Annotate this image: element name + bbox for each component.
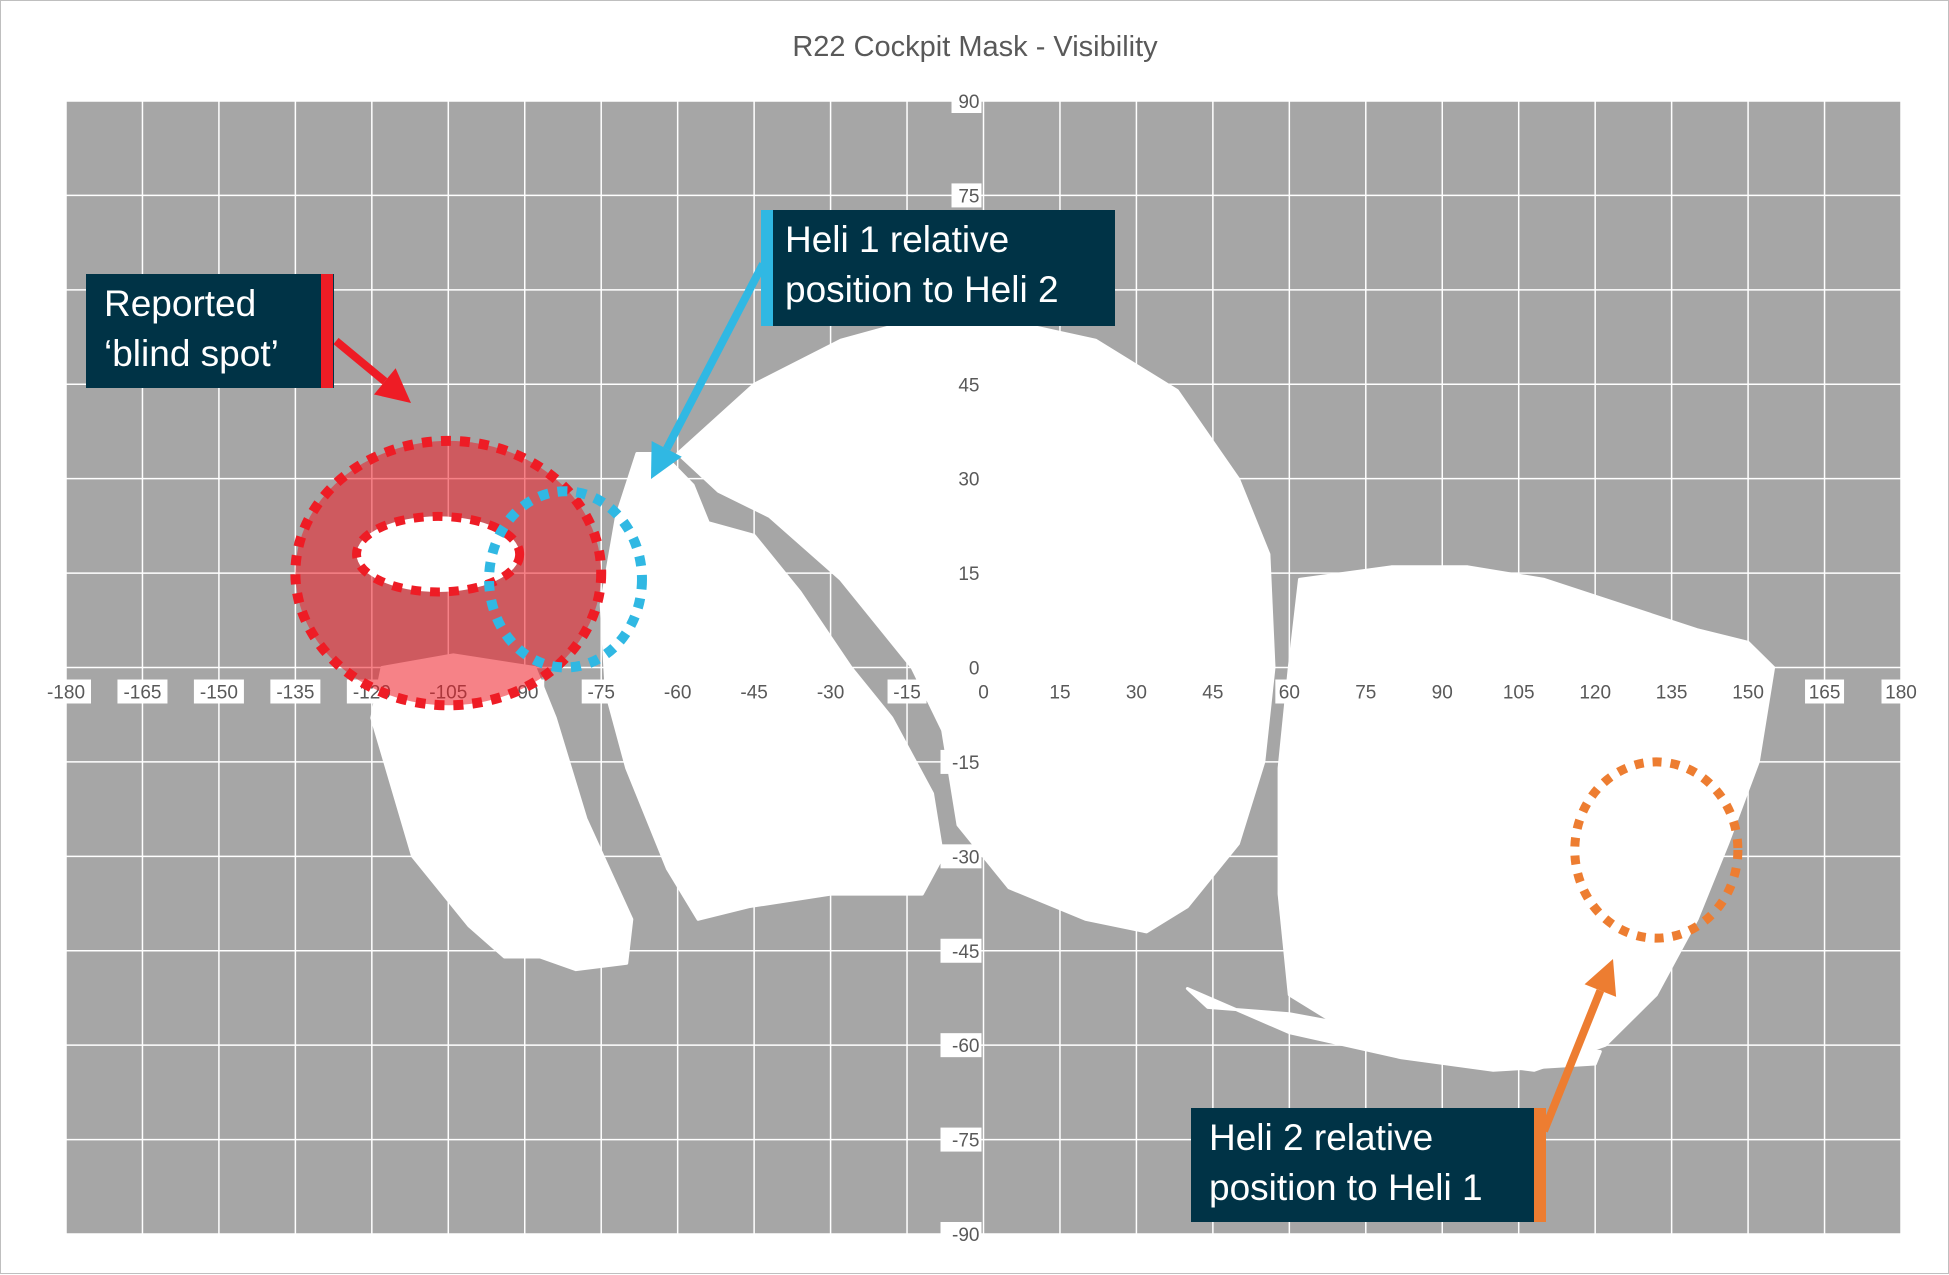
x-tick-label: 165: [1809, 683, 1841, 704]
x-tick-label: 135: [1656, 683, 1688, 704]
x-tick-label: -150: [200, 683, 238, 704]
callouts: Reported ‘blind spot’ Heli 1 relative posit…: [86, 210, 1617, 1222]
visible-region-front-windshield-right: [1277, 565, 1776, 1072]
x-tick-label: -15: [893, 683, 920, 704]
x-tick-label-bg: [1275, 679, 1304, 704]
heli2-callout-text-line: Heli 2 relative: [1209, 1117, 1433, 1158]
x-tick-label-bg: [1198, 679, 1227, 704]
heli1-arrow-head: [651, 440, 682, 479]
y-tick-label-bg: [951, 89, 982, 113]
y-tick-label: 45: [958, 375, 979, 396]
blind-spot-callout-text-line: ‘blind spot’: [104, 333, 279, 374]
y-tick-label: 15: [958, 564, 979, 585]
blind-spot-callout-accent-bar: [321, 274, 333, 388]
x-tick-label-bg: [811, 679, 851, 704]
x-tick-label-bg: [117, 679, 168, 704]
x-tick-label-bg: [1652, 679, 1692, 704]
x-tick-label-bg: [887, 679, 927, 704]
x-tick-label: 150: [1732, 683, 1764, 704]
heli1-callout-accent-bar: [761, 210, 773, 326]
x-tick-label-bg: [734, 679, 774, 704]
x-tick-label: 30: [1126, 683, 1147, 704]
heli1-position-circle: [484, 486, 647, 673]
heli1-callout-text-line: Heli 1 relative: [785, 219, 1009, 260]
x-tick-label: 15: [1049, 683, 1070, 704]
heli2-callout-box: [1191, 1108, 1546, 1222]
x-tick-label: -60: [664, 683, 691, 704]
y-tick-label-bg: [940, 749, 982, 774]
blind-spot-callout-text-line: Reported: [104, 283, 256, 324]
y-tick-label: 30: [958, 470, 979, 491]
x-tick-label-bg: [1881, 679, 1921, 704]
y-tick-label: -90: [952, 1225, 979, 1246]
x-tick-label: 180: [1885, 683, 1917, 704]
y-tick-label-bg: [962, 655, 982, 680]
x-tick-label-bg: [1805, 679, 1845, 704]
x-tick-label-bg: [193, 679, 244, 704]
blind-spot-arrow-head: [373, 368, 411, 403]
x-tick-label: 0: [978, 683, 989, 704]
x-tick-label: 120: [1579, 683, 1611, 704]
x-tick-label-bg: [1351, 679, 1380, 704]
y-tick-label: 90: [958, 92, 979, 113]
x-tick-label-bg: [1428, 679, 1457, 704]
y-tick-label-bg: [951, 561, 982, 586]
visible-region-chin-bubble: [1185, 987, 1602, 1072]
heli2-callout-accent-bar: [1534, 1108, 1546, 1222]
x-tick-label-bg: [1045, 679, 1074, 704]
y-tick-label-bg: [940, 1222, 982, 1246]
y-tick-label: -45: [952, 942, 979, 963]
y-tick-label: 75: [958, 186, 979, 207]
y-tick-label-bg: [940, 1033, 982, 1058]
heli2-callout-text-line: position to Heli 1: [1209, 1167, 1483, 1208]
y-tick-label: -30: [952, 847, 979, 868]
y-tick-label-bg: [951, 183, 982, 208]
x-tick-label: -180: [47, 683, 85, 704]
y-tick-label: 0: [969, 659, 980, 680]
x-tick-label-bg: [658, 679, 698, 704]
heli2-arrow-head: [1584, 959, 1617, 997]
x-tick-label: 105: [1503, 683, 1535, 704]
blind-spot-arrow-shaft: [333, 337, 388, 385]
blind-spot-core-ellipse: [352, 511, 525, 597]
x-tick-label: -30: [817, 683, 844, 704]
x-tick-label-bg: [1728, 679, 1768, 704]
y-tick-label-bg: [940, 844, 982, 869]
y-tick-label: -75: [952, 1131, 979, 1152]
heli1-callout-box: [761, 210, 1115, 326]
x-tick-label: 60: [1279, 683, 1300, 704]
x-tick-label-bg: [581, 679, 621, 704]
x-tick-label: 75: [1355, 683, 1376, 704]
heli1-callout-text-line: position to Heli 2: [785, 269, 1059, 310]
y-tick-label-bg: [951, 372, 982, 397]
x-tick-label-bg: [1499, 679, 1539, 704]
heli1-arrow-shaft: [663, 262, 767, 451]
x-tick-label-bg: [270, 679, 321, 704]
heli2-position-circle: [1570, 757, 1743, 943]
x-tick-label: 45: [1202, 683, 1223, 704]
heli2-arrow-shaft: [1540, 989, 1605, 1133]
x-tick-label: -135: [276, 683, 314, 704]
tick-labels: -180-165-150-135-120-105-90-75-60-45-30-…: [41, 89, 1921, 1246]
y-tick-label: -60: [952, 1036, 979, 1057]
x-tick-label-bg: [41, 679, 91, 704]
x-tick-label: -45: [740, 683, 767, 704]
x-tick-label-bg: [1575, 679, 1615, 704]
x-tick-label-bg: [1122, 679, 1151, 704]
x-tick-label: 90: [1432, 683, 1453, 704]
x-tick-label-bg: [975, 679, 992, 704]
annotation-overlays: [290, 435, 1743, 943]
y-tick-label-bg: [940, 1127, 982, 1152]
chart-title: R22 Cockpit Mask - Visibility: [792, 31, 1158, 63]
y-tick-label-bg: [951, 466, 982, 491]
y-tick-label: -15: [952, 753, 979, 774]
x-tick-label: -75: [587, 683, 614, 704]
x-tick-label: -165: [123, 683, 161, 704]
y-tick-label-bg: [940, 938, 982, 963]
blind-spot-callout-box: [86, 274, 334, 388]
